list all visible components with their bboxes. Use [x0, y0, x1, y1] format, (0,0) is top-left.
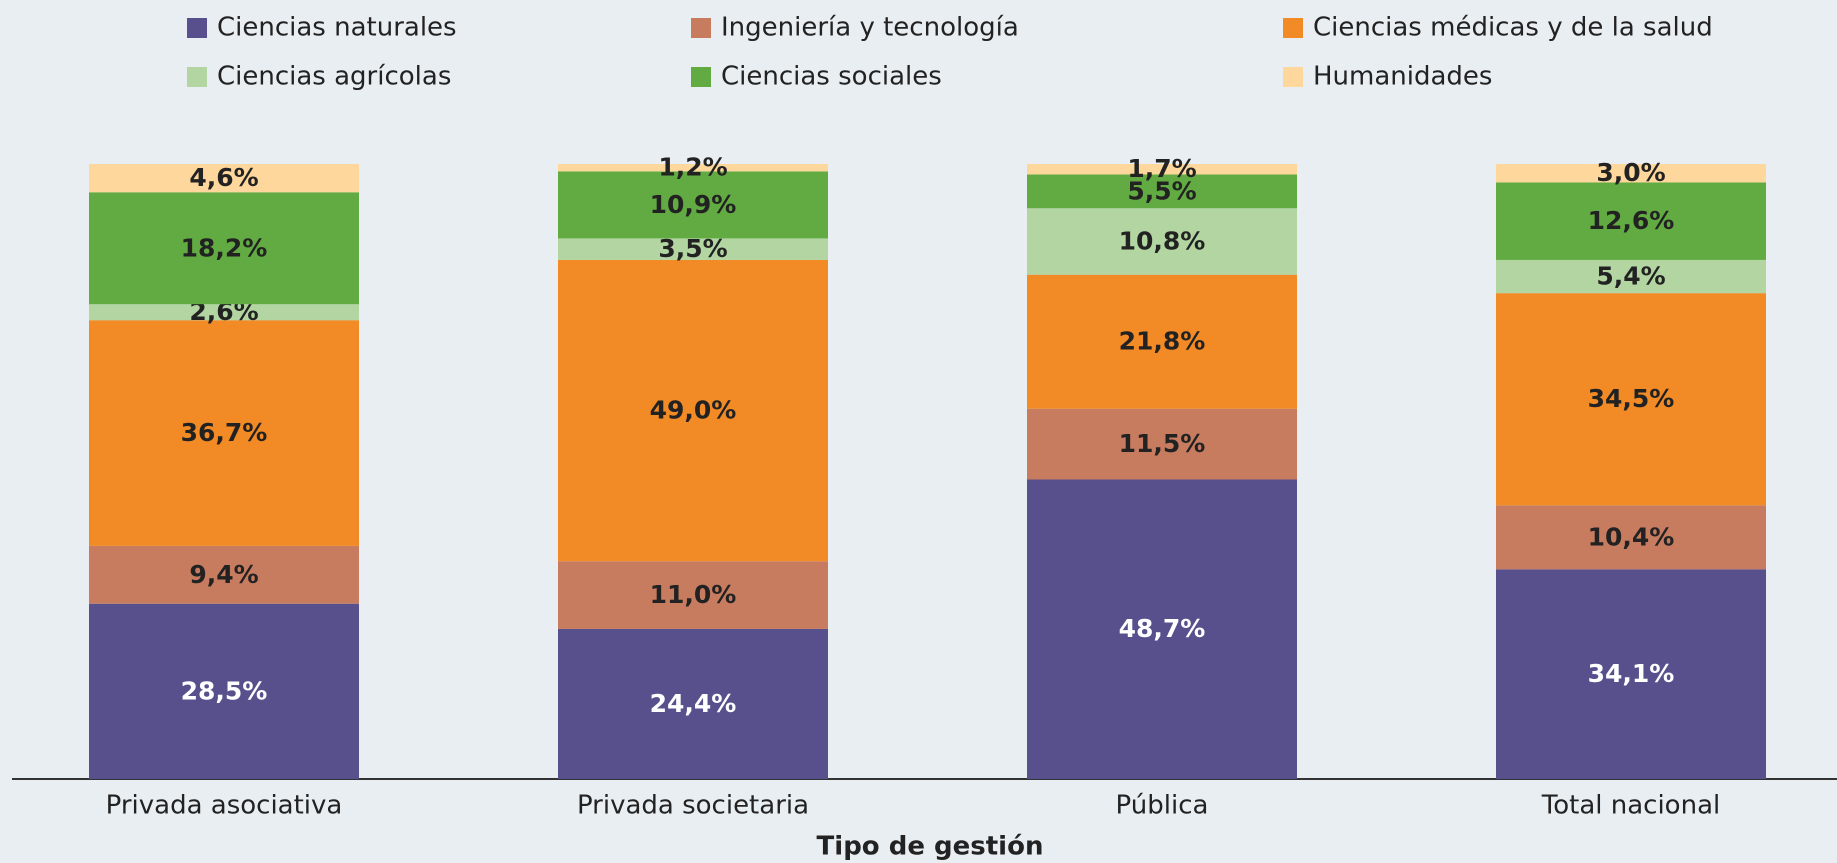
- data-label: 11,5%: [1119, 429, 1206, 458]
- data-label: 10,8%: [1119, 226, 1206, 255]
- legend-swatch: [1283, 67, 1303, 87]
- bar-segment: [89, 304, 359, 321]
- legend-label: Ciencias sociales: [721, 62, 942, 92]
- data-label: 21,8%: [1119, 327, 1206, 356]
- bar-segment: [1496, 505, 1766, 570]
- data-label: 48,7%: [1119, 614, 1206, 643]
- data-label: 3,5%: [658, 234, 727, 263]
- bar-segment: [558, 238, 828, 260]
- x-tick-label: Privada asociativa: [106, 791, 343, 821]
- bar-segment: [558, 561, 828, 629]
- data-label: 1,7%: [1127, 154, 1196, 183]
- data-label: 28,5%: [181, 676, 268, 705]
- data-label: 5,4%: [1596, 262, 1665, 291]
- bar-segment: [1496, 164, 1766, 183]
- data-label: 12,6%: [1588, 206, 1675, 235]
- bar-segment: [89, 164, 359, 193]
- x-tick-label: Privada societaria: [577, 791, 809, 821]
- legend-swatch: [691, 67, 711, 87]
- legend-label: Ciencias naturales: [217, 13, 457, 43]
- data-label: 36,7%: [181, 418, 268, 447]
- bar-segment: [1496, 293, 1766, 506]
- data-label: 24,4%: [650, 689, 737, 718]
- data-label: 10,9%: [650, 190, 737, 219]
- data-label: 5,5%: [1127, 176, 1196, 205]
- bar-segment: [89, 320, 359, 546]
- bar-segment: [1027, 274, 1297, 409]
- bar-segment: [558, 259, 828, 562]
- x-axis-title: Tipo de gestión: [817, 832, 1044, 862]
- data-label: 4,6%: [189, 163, 258, 192]
- bar-segment: [1027, 479, 1297, 779]
- data-label: 11,0%: [650, 580, 737, 609]
- legend-label: Humanidades: [1313, 62, 1492, 92]
- bar-segment: [1496, 259, 1766, 294]
- legend-swatch: [1283, 18, 1303, 38]
- data-label: 9,4%: [189, 560, 258, 589]
- data-label: 1,2%: [658, 153, 727, 182]
- bar-segment: [558, 628, 828, 779]
- bar-segment: [89, 545, 359, 604]
- legend-label: Ciencias médicas y de la salud: [1313, 13, 1713, 43]
- data-label: 18,2%: [181, 233, 268, 262]
- x-tick-label: Total nacional: [1541, 791, 1720, 821]
- bar-segment: [1027, 408, 1297, 480]
- legend-swatch: [187, 18, 207, 38]
- bar-segment: [89, 603, 359, 779]
- data-label: 10,4%: [1588, 522, 1675, 551]
- bar-segment: [558, 164, 828, 172]
- x-tick-label: Pública: [1116, 791, 1209, 821]
- bar-segment: [1027, 174, 1297, 209]
- data-label: 34,1%: [1588, 659, 1675, 688]
- data-label: 49,0%: [650, 396, 737, 425]
- data-label: 3,0%: [1596, 158, 1665, 187]
- legend-label: Ciencias agrícolas: [217, 62, 451, 92]
- bar-segment: [1496, 182, 1766, 260]
- bar-segment: [1027, 208, 1297, 275]
- bar-segment: [89, 192, 359, 305]
- legend-swatch: [691, 18, 711, 38]
- bar-segment: [1027, 164, 1297, 175]
- legend-swatch: [187, 67, 207, 87]
- data-label: 34,5%: [1588, 384, 1675, 413]
- legend-label: Ingeniería y tecnología: [721, 13, 1019, 43]
- bar-segment: [1496, 569, 1766, 779]
- bar-segment: [558, 171, 828, 239]
